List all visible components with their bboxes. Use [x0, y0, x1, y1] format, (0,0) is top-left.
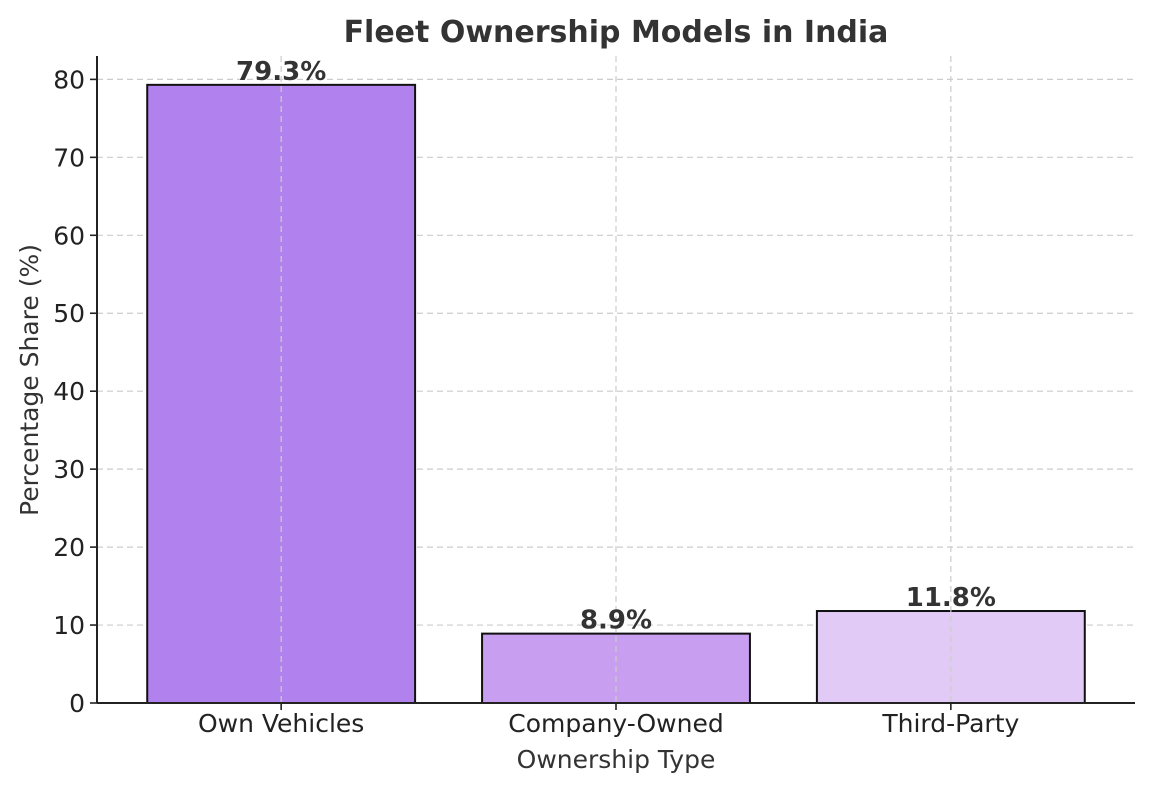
data-label: 8.9% [580, 606, 652, 636]
x-tick-label: Company-Owned [508, 709, 723, 738]
data-label: 79.3% [236, 57, 326, 87]
y-tick-label: 80 [53, 65, 85, 94]
y-tick-label: 70 [53, 143, 85, 172]
chart-title: Fleet Ownership Models in India [344, 15, 889, 50]
x-tick-label: Own Vehicles [198, 709, 364, 738]
y-tick-label: 50 [53, 299, 85, 328]
y-tick-label: 30 [53, 455, 85, 484]
y-tick-label: 20 [53, 533, 85, 562]
y-tick-label: 60 [53, 221, 85, 250]
data-label: 11.8% [906, 583, 996, 613]
y-axis-label: Percentage Share (%) [15, 244, 44, 516]
y-tick-label: 0 [69, 689, 85, 718]
x-tick-label: Third-Party [881, 709, 1019, 738]
y-tick-label: 40 [53, 377, 85, 406]
x-axis-label: Ownership Type [517, 745, 716, 774]
axes-layer [90, 56, 1135, 710]
y-tick-label: 10 [53, 611, 85, 640]
labels-layer: 0 10 20 30 40 50 60 70 80 Own Vehicles Company-Own… [53, 57, 1019, 738]
